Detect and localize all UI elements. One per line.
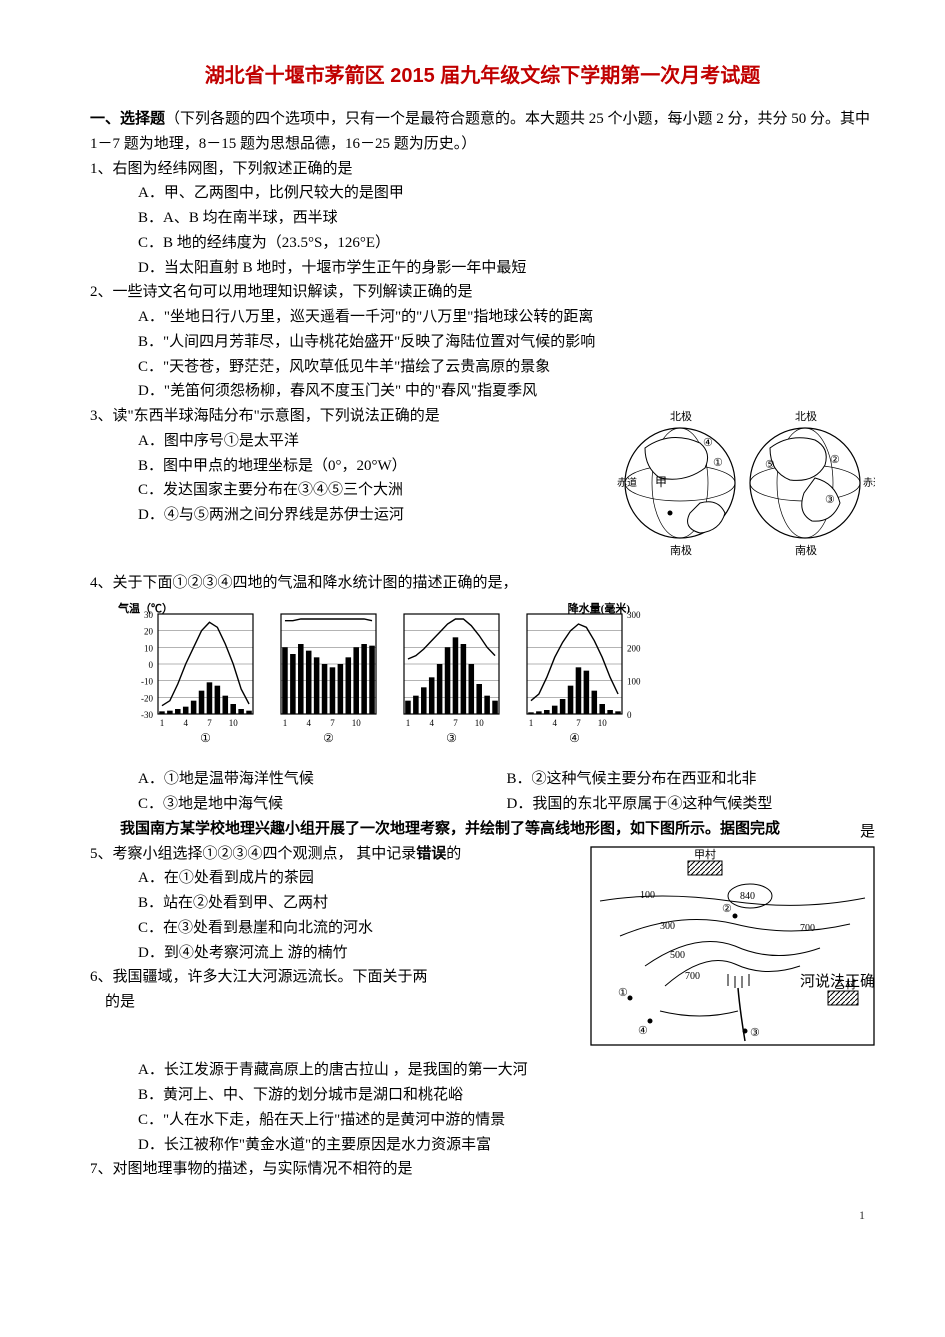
q2-stem: 2、一些诗文名句可以用地理知识解读，下列解读正确的是 <box>90 280 875 305</box>
svg-text:③: ③ <box>750 1027 760 1039</box>
q1-opt-a: A．甲、乙两图中，比例尺较大的是图甲 <box>90 181 875 206</box>
contour-figure: 甲村 乙村 100 300 500 700 840 700 ① ② ③ ④ <box>590 846 875 1055</box>
svg-text:10: 10 <box>598 718 608 728</box>
q6-stem-a: 6、我国疆域，许多大江大河源远流长。下面关于两 <box>90 969 428 985</box>
q2-opt-c: C．"天苍苍，野茫茫，风吹草低见牛羊"描绘了云贵高原的景象 <box>90 355 875 380</box>
q6-opt-a: A．长江发源于青藏高原上的唐古拉山 ，是我国的第一大河 <box>90 1058 875 1083</box>
svg-text:300: 300 <box>627 610 641 620</box>
q5-stem-tail: 是 <box>860 820 875 845</box>
svg-text:-10: -10 <box>141 676 153 686</box>
svg-text:700: 700 <box>685 971 700 982</box>
svg-text:200: 200 <box>627 643 641 653</box>
svg-text:降水量(毫米): 降水量(毫米) <box>568 602 631 615</box>
svg-text:①: ① <box>618 987 628 999</box>
svg-text:10: 10 <box>229 718 239 728</box>
q7-stem: 7、对图地理事物的描述，与实际情况不相符的是 <box>90 1157 875 1182</box>
q2-opt-d: D．"羌笛何须怨杨柳，春风不度玉门关" 中的"春风"指夏季风 <box>90 379 875 404</box>
svg-text:1: 1 <box>529 718 534 728</box>
svg-text:①: ① <box>200 731 211 745</box>
q1-opt-d: D．当太阳直射 B 地时，十堰市学生正午的身影一年中最短 <box>90 256 875 281</box>
equator-label-r: 赤道 <box>863 476 875 489</box>
q2-opt-b: B．"人间四月芳菲尽，山寺桃花始盛开"反映了海陆位置对气候的影响 <box>90 330 875 355</box>
svg-text:100: 100 <box>640 890 655 901</box>
north-label-r: 北极 <box>795 409 817 423</box>
south-label-l: 南极 <box>670 543 692 557</box>
section-label: 一、选择题 <box>90 111 165 127</box>
q5-opt-c: C．在③处看到悬崖和向北流的河水 <box>90 916 580 941</box>
q5-opt-b: B．站在②处看到甲、乙两村 <box>90 891 580 916</box>
svg-text:④: ④ <box>569 731 580 745</box>
svg-text:1: 1 <box>406 718 411 728</box>
svg-text:0: 0 <box>627 710 632 720</box>
svg-text:-30: -30 <box>141 710 153 720</box>
svg-text:4: 4 <box>306 718 311 728</box>
svg-text:10: 10 <box>475 718 485 728</box>
q5-stem-a: 5、考察小组选择①②③④四个观测点， 其中记录 <box>90 846 416 862</box>
north-label-l: 北极 <box>670 409 692 423</box>
svg-text:7: 7 <box>576 718 581 728</box>
svg-text:840: 840 <box>740 891 755 902</box>
q4-opt-c: C．③地是地中海气候 <box>138 792 507 817</box>
svg-text:500: 500 <box>670 950 685 961</box>
svg-text:4: 4 <box>183 718 188 728</box>
label-2: ② <box>830 454 840 466</box>
label-jia: 甲 <box>655 475 667 489</box>
svg-text:7: 7 <box>330 718 335 728</box>
svg-text:700: 700 <box>800 923 815 934</box>
svg-text:7: 7 <box>453 718 458 728</box>
q5-q6-block: 甲村 乙村 100 300 500 700 840 700 ① ② ③ ④ <box>90 842 875 1059</box>
q6-opt-b: B．黄河上、中、下游的划分城市是湖口和桃花峪 <box>90 1083 875 1108</box>
label-4: ④ <box>703 437 713 449</box>
q5-opt-d: D．到④处考察河流上 游的楠竹 <box>90 941 580 966</box>
svg-text:1: 1 <box>160 718 165 728</box>
q2-opt-a: A．"坐地日行八万里，巡天遥看一千河"的"八万里"指地球公转的距离 <box>90 305 875 330</box>
jia-label: 甲村 <box>694 847 716 861</box>
svg-text:30: 30 <box>144 610 154 620</box>
svg-text:②: ② <box>323 731 334 745</box>
svg-text:-20: -20 <box>141 693 153 703</box>
q1-opt-c: C．B 地的经纬度为（23.5°S，126°E） <box>90 231 875 256</box>
svg-text:③: ③ <box>446 731 457 745</box>
svg-text:7: 7 <box>207 718 212 728</box>
label-5: ⑤ <box>765 459 775 471</box>
page-title: 湖北省十堰市茅箭区 2015 届九年级文综下学期第一次月考试题 <box>90 60 875 93</box>
q5-stem-b: 的 <box>446 846 461 862</box>
equator-label-l: 赤道 <box>617 476 637 489</box>
svg-text:4: 4 <box>552 718 557 728</box>
q4-opt-a: A．①地是温带海洋性气候 <box>138 767 507 792</box>
q5-opt-a: A．在①处看到成片的茶园 <box>90 866 580 891</box>
svg-text:20: 20 <box>144 626 154 636</box>
svg-text:10: 10 <box>352 718 362 728</box>
section-instruction: （下列各题的四个选项中，只有一个是最符合题意的。本大题共 25 个小题，每小题 … <box>90 111 870 152</box>
q5-stem-err: 错误 <box>416 846 446 862</box>
svg-text:1: 1 <box>283 718 288 728</box>
q6-opt-d: D．长江被称作"黄金水道"的主要原因是水力资源丰富 <box>90 1133 875 1158</box>
label-3: ③ <box>825 494 835 506</box>
q6-opt-c: C．"人在水下走，船在天上行"描述的是黄河中游的情景 <box>90 1108 875 1133</box>
q1-opt-b: B．A、B 均在南半球，西半球 <box>90 206 875 231</box>
svg-text:4: 4 <box>429 718 434 728</box>
svg-text:②: ② <box>722 903 732 915</box>
q4-stem: 4、关于下面①②③④四地的气温和降水统计图的描述正确的是， <box>90 571 875 596</box>
q1-stem: 1、右图为经纬网图，下列叙述正确的是 <box>90 157 875 182</box>
hemisphere-figure: ④ ① 甲 ⑤ ② ③ 北极 北极 南极 南极 赤道 赤道 <box>615 408 875 567</box>
svg-text:10: 10 <box>144 643 154 653</box>
q3-block: ④ ① 甲 ⑤ ② ③ 北极 北极 南极 南极 赤道 赤道 3、读"东西半球海陆… <box>90 404 875 571</box>
svg-text:0: 0 <box>149 660 154 670</box>
context-5: 我国南方某学校地理兴趣小组开展了一次地理考察，并绘制了等高线地形图，如下图所示。… <box>90 817 875 842</box>
page-number: 1 <box>90 1206 875 1226</box>
south-label-r: 南极 <box>795 543 817 557</box>
svg-text:300: 300 <box>660 921 675 932</box>
q4-opt-b: B．②这种气候主要分布在西亚和北非 <box>507 767 876 792</box>
section-1-heading: 一、选择题（下列各题的四个选项中，只有一个是最符合题意的。本大题共 25 个小题… <box>90 107 875 157</box>
climate-charts: 气温（℃）降水量(毫米)3020100-10-20-30300200100014… <box>116 602 875 766</box>
q6-stem-tail: 河说法正确 <box>800 970 875 995</box>
label-1: ① <box>713 457 723 469</box>
q4-opt-d: D．我国的东北平原属于④这种气候类型 <box>507 792 876 817</box>
svg-text:100: 100 <box>627 676 641 686</box>
svg-text:④: ④ <box>638 1025 648 1037</box>
